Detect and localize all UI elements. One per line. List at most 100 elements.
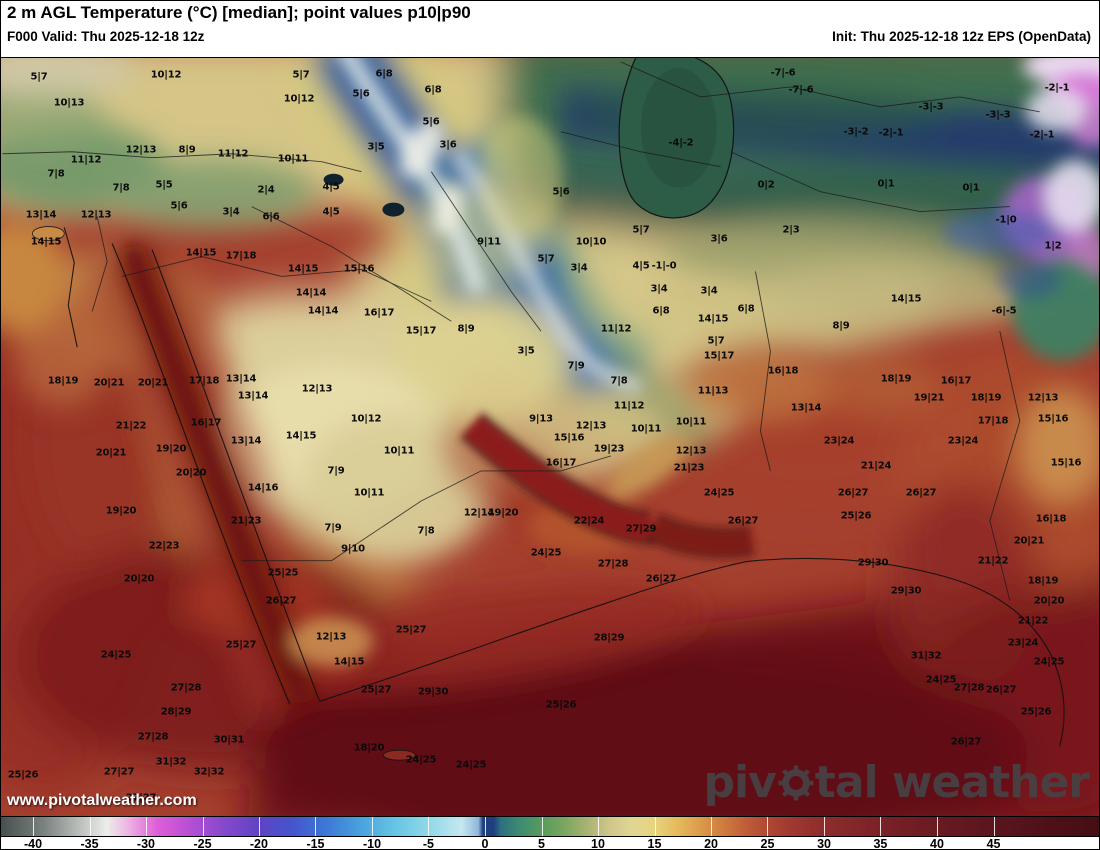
point-value: 4|5 (322, 206, 340, 218)
point-value: 11|12 (70, 154, 102, 166)
point-value: 4|5 (322, 181, 340, 193)
point-value: 10|12 (283, 93, 315, 105)
point-value: 6|8 (652, 305, 670, 317)
point-value: 27|27 (103, 766, 135, 778)
colorbar-tick-label: -20 (249, 837, 268, 850)
temperature-map-canvas (1, 58, 1099, 816)
colorbar-tick-label: 20 (704, 837, 718, 850)
point-value: 5|6 (170, 200, 188, 212)
point-value: 20|21 (1013, 535, 1045, 547)
colorbar-separator (485, 817, 486, 836)
point-value: 23|24 (823, 435, 855, 447)
point-value: 5|7 (292, 69, 310, 81)
point-value: 24|25 (455, 759, 487, 771)
point-value: 26|27 (265, 595, 297, 607)
point-value: -7|-6 (770, 67, 796, 79)
point-value: 27|28 (953, 682, 985, 694)
colorbar-gradient (1, 817, 1099, 837)
point-value: 9|13 (529, 413, 553, 425)
point-value: 19|20 (487, 507, 519, 519)
point-value: 8|9 (178, 144, 196, 156)
colorbar-separator (936, 817, 938, 836)
point-value: 5|6 (352, 88, 370, 100)
colorbar-tick-label: 35 (873, 837, 888, 850)
point-value: 18|19 (47, 375, 79, 387)
gear-icon (778, 764, 814, 801)
point-value: 29|30 (857, 557, 889, 569)
point-value: -1|-0 (651, 260, 677, 272)
point-value: 11|12 (613, 400, 645, 412)
point-value: 14|14 (295, 287, 327, 299)
point-value: 16|17 (940, 375, 972, 387)
point-value: 25|26 (545, 699, 577, 711)
header: 2 m AGL Temperature (°C) [median]; point… (1, 1, 1099, 57)
point-value: 21|22 (977, 555, 1009, 567)
point-value: 27|29 (625, 523, 657, 535)
colorbar-separator (315, 817, 317, 836)
point-value: 17|18 (977, 415, 1009, 427)
point-value: 10|12 (350, 413, 382, 425)
colorbar-tick-label: 25 (760, 837, 775, 850)
point-value: 5|7 (632, 224, 650, 236)
point-value: 14|15 (285, 430, 317, 442)
point-value: 7|8 (112, 182, 130, 194)
point-value: 31|32 (155, 756, 187, 768)
brand-text-right: tal weather (814, 757, 1090, 808)
colorbar-separator (202, 817, 204, 836)
point-value: -3|-3 (918, 101, 944, 113)
point-value: 14|15 (185, 247, 217, 259)
point-value: 6|6 (262, 211, 280, 223)
point-value: 5|5 (155, 179, 173, 191)
point-value: 10|11 (383, 445, 415, 457)
point-value: 5|7 (707, 335, 725, 347)
point-value: 9|10 (341, 543, 365, 555)
point-value: 17|18 (225, 250, 257, 262)
colorbar-tick-label: -40 (23, 837, 43, 850)
point-value: 10|11 (353, 487, 385, 499)
point-value: 10|13 (53, 97, 85, 109)
point-value: 6|8 (375, 68, 393, 80)
point-value: 12|13 (575, 420, 607, 432)
point-value: 12|13 (80, 209, 112, 221)
point-value: 23|24 (947, 435, 979, 447)
point-value: 25|26 (840, 510, 872, 522)
colorbar-separator (711, 817, 713, 836)
colorbar-tick-label: 45 (986, 837, 1001, 850)
point-value: 29|30 (417, 686, 449, 698)
point-value: 19|20 (155, 443, 187, 455)
point-value: 23|24 (1007, 637, 1039, 649)
point-value: 16|18 (1035, 513, 1067, 525)
colorbar-separator (541, 817, 543, 836)
point-value: 11|12 (600, 323, 632, 335)
point-value: 13|14 (237, 390, 269, 402)
point-value: 26|27 (985, 684, 1017, 696)
colorbar-separator (597, 817, 599, 836)
point-value: 7|9 (327, 465, 345, 477)
point-value: 3|5 (367, 141, 385, 153)
point-value: 12|13 (301, 383, 333, 395)
point-value: 15|16 (343, 263, 375, 275)
colorbar-tick-label: -25 (193, 837, 212, 850)
point-value: 0|2 (757, 179, 775, 191)
point-value: 7|8 (417, 525, 435, 537)
point-value: 30|31 (213, 734, 245, 746)
point-value: 8|9 (832, 320, 850, 332)
point-value: 27|28 (597, 558, 629, 570)
colorbar: -40 -35 -30 -25 -20 -15 -10 -5 0 5 10 15 20 25 30 35 40 4… (1, 817, 1099, 850)
point-value: -2|-1 (878, 127, 904, 139)
point-value: 15|16 (1050, 457, 1082, 469)
point-value: 26|27 (905, 487, 937, 499)
point-value: 3|6 (710, 233, 728, 245)
point-value: 21|24 (860, 460, 892, 472)
point-value: 3|4 (650, 283, 668, 295)
point-value: 14|15 (333, 656, 365, 668)
point-value: 25|25 (267, 567, 299, 579)
colorbar-separator (993, 817, 995, 836)
point-value: 2|4 (257, 184, 275, 196)
point-value: 0|1 (962, 182, 980, 194)
colorbar-tick-label: -5 (422, 837, 435, 850)
point-value: 15|16 (553, 432, 585, 444)
colorbar-separator (258, 817, 260, 836)
point-value: -6|-5 (991, 305, 1017, 317)
